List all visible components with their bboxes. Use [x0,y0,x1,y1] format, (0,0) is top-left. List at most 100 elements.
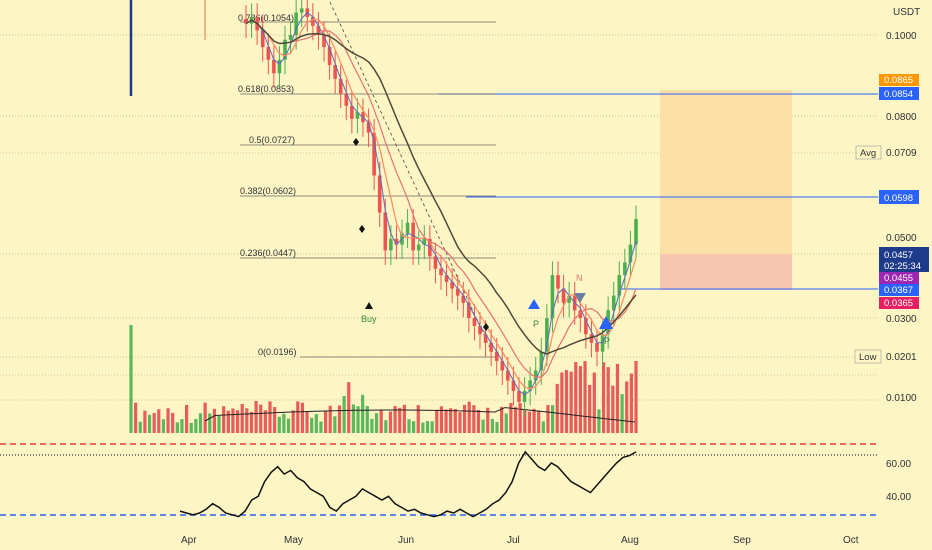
volume-bar [198,413,203,433]
volume-bar [560,372,564,433]
x-axis: Apr May Jun Jul Aug Sep Oct [181,535,859,546]
price-tag-0365 [879,297,919,309]
volume-ma-line [204,407,636,423]
rsi-line [179,450,637,518]
candle-body [283,39,287,60]
volume-bar [180,419,184,433]
price-tag-0598 [879,190,919,204]
n-marker-label: N [576,273,583,283]
volume-bar [194,418,198,433]
candle-body [617,275,622,296]
volume-bar [574,361,578,433]
volume-bar [481,419,485,433]
volume-bar [254,401,258,433]
volume-bar [138,421,142,433]
candle-body [545,318,549,352]
x-tick-jun: Jun [398,535,414,546]
triangle-down-icon [574,293,586,303]
volume-bar [347,382,351,433]
volume-bar [435,409,439,433]
volume-bar [249,411,254,433]
candle-body [266,47,271,60]
low-label: Low [859,352,877,363]
volume-bar [597,409,601,433]
volume-bar [365,406,369,433]
volume-bar [231,408,235,433]
avg-label-box [855,145,882,160]
volume-bar [328,405,332,433]
stop-zone-box[interactable] [660,254,792,290]
volume-bar [273,407,277,433]
volume-bar [407,419,411,433]
candle-body [595,342,599,352]
volume-bar [351,404,355,433]
triangle-up-icon-2 [599,316,613,329]
volume-bar [546,405,550,433]
fib-retracement[interactable] [240,21,496,358]
volume-bar [611,385,615,433]
candle-body [623,262,627,276]
candle-body [377,175,382,213]
volume-bar [634,361,638,433]
volume-bar [245,408,249,433]
volume-bar [184,404,189,433]
candle-body [428,238,432,257]
candle-body [478,325,482,335]
volume-bar [601,362,606,433]
volume-bar [175,422,179,433]
target-zone-box[interactable] [660,90,792,254]
volume-bar [152,413,156,433]
candle-body [439,268,443,276]
x-tick-sep: Sep [733,535,751,546]
volume-bar [467,401,471,433]
volume-bar [583,361,587,433]
volume-bar [578,366,583,433]
moving-average-9 [245,19,637,378]
candle-body [322,35,326,48]
volume-bar [518,403,522,433]
rsi-tick-60: 60.00 [886,459,911,470]
candle-body [422,238,427,245]
volume-bar [509,402,513,433]
volume-bar [370,418,374,433]
candle-body [333,65,337,79]
candle-body [467,302,471,318]
fib-trend-line[interactable] [329,1,493,353]
volume-bar [551,405,555,433]
moving-average-5 [245,18,637,390]
volume-bar [532,408,536,433]
volume-bar [356,406,360,433]
candle-body [461,295,466,303]
price-tag-0598-text: 0.0598 [884,193,913,204]
price-tag-0455 [879,272,919,284]
volume-bar [592,372,596,433]
candle-body [405,222,410,234]
candle-body [277,59,282,74]
candle-body [288,35,293,40]
candle-body [500,360,505,371]
candle-body [472,318,477,326]
candle-body [550,275,555,318]
volume-bar [286,418,291,433]
volume-bar [541,421,545,433]
price-axis: USDT 0.1000 0.0800 0.0500 0.0300 0.0100 … [854,7,929,503]
volume-bar [129,325,133,433]
candle-body [416,244,421,251]
candle-body [483,334,488,343]
price-tag-0865 [879,74,919,86]
fib-label-0: 0(0.0196) [258,347,297,357]
volume-bar [323,410,328,433]
candle-body [389,238,393,251]
volume-bar [444,409,448,433]
volume-bar [384,420,388,433]
volume-bar [374,413,379,433]
candle-body [533,370,538,381]
volume-bar [620,394,624,433]
price-tag-0854-text: 0.0854 [884,89,913,100]
candle-body [366,122,371,133]
diamond-marker-icon [353,138,359,146]
volume-bar [615,363,620,433]
volume-bar [143,410,147,433]
candle-body [344,93,349,106]
volume-bar [277,416,281,433]
